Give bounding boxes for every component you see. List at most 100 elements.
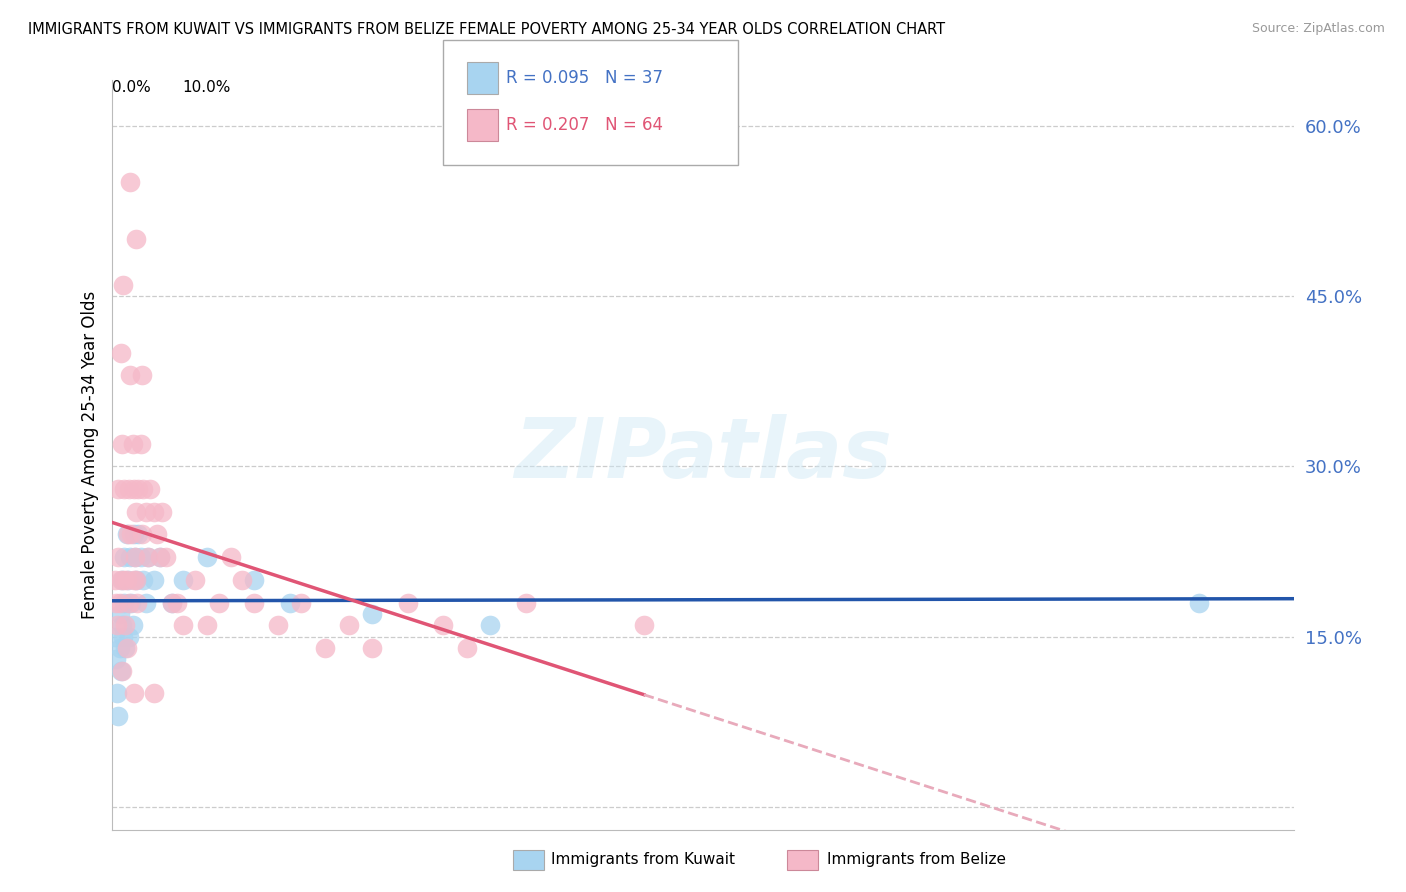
Point <box>396 595 419 609</box>
Point <box>142 686 165 700</box>
Text: Source: ZipAtlas.com: Source: ZipAtlas.com <box>1251 22 1385 36</box>
Point <box>127 595 149 609</box>
Point <box>150 505 173 519</box>
Point <box>127 482 149 496</box>
Text: Immigrants from Belize: Immigrants from Belize <box>827 853 1005 867</box>
Point <box>142 505 165 519</box>
Text: 0.0%: 0.0% <box>112 80 152 95</box>
Point <box>108 595 131 609</box>
Point <box>124 550 146 565</box>
Point <box>633 618 655 632</box>
Point <box>208 595 231 609</box>
Text: IMMIGRANTS FROM KUWAIT VS IMMIGRANTS FROM BELIZE FEMALE POVERTY AMONG 25-34 YEAR: IMMIGRANTS FROM KUWAIT VS IMMIGRANTS FRO… <box>28 22 945 37</box>
Point <box>139 482 162 496</box>
Point <box>105 618 128 632</box>
Point <box>136 550 159 565</box>
Point <box>105 652 128 666</box>
Point <box>112 550 135 565</box>
Point <box>117 527 139 541</box>
Point <box>267 618 290 632</box>
Point <box>195 618 218 632</box>
Point <box>114 640 136 655</box>
Point <box>361 640 384 655</box>
Y-axis label: Female Poverty Among 25-34 Year Olds: Female Poverty Among 25-34 Year Olds <box>80 291 98 619</box>
Point <box>117 573 139 587</box>
Point <box>361 607 384 621</box>
Point <box>120 527 142 541</box>
Point <box>172 573 194 587</box>
Point <box>1188 595 1211 609</box>
Point <box>111 664 134 678</box>
Point <box>120 368 142 383</box>
Point <box>104 630 127 644</box>
Point <box>115 527 138 541</box>
Point <box>160 595 183 609</box>
Point <box>131 527 153 541</box>
Point <box>111 573 134 587</box>
Point <box>118 595 141 609</box>
Point <box>125 573 148 587</box>
Point <box>105 595 128 609</box>
Point <box>111 436 134 450</box>
Point <box>120 595 142 609</box>
Point <box>142 573 165 587</box>
Point <box>515 595 537 609</box>
Point <box>118 630 141 644</box>
Text: Immigrants from Kuwait: Immigrants from Kuwait <box>551 853 735 867</box>
Text: R = 0.207   N = 64: R = 0.207 N = 64 <box>506 116 664 134</box>
Point <box>122 686 145 700</box>
Point <box>129 436 152 450</box>
Point <box>127 527 149 541</box>
Point <box>112 482 135 496</box>
Point <box>107 709 129 723</box>
Point <box>184 573 207 587</box>
Point <box>111 618 134 632</box>
Text: 10.0%: 10.0% <box>183 80 231 95</box>
Point <box>219 550 242 565</box>
Point <box>166 595 188 609</box>
Point <box>112 573 135 587</box>
Point <box>146 527 169 541</box>
Point <box>104 573 127 587</box>
Point <box>479 618 502 632</box>
Point <box>149 550 172 565</box>
Point <box>115 640 138 655</box>
Point <box>107 482 129 496</box>
Point <box>125 505 148 519</box>
Point <box>314 640 336 655</box>
Point <box>125 573 148 587</box>
Point <box>121 618 143 632</box>
Point <box>337 618 360 632</box>
Text: R = 0.095   N = 37: R = 0.095 N = 37 <box>506 69 664 87</box>
Point <box>107 550 129 565</box>
Point <box>110 345 132 359</box>
Point <box>155 550 177 565</box>
Point <box>118 482 141 496</box>
Point <box>121 436 143 450</box>
Point <box>110 664 132 678</box>
Point <box>136 550 159 565</box>
Point <box>129 550 152 565</box>
Text: ZIPatlas: ZIPatlas <box>515 415 891 495</box>
Point <box>122 482 145 496</box>
Point <box>112 595 135 609</box>
Point <box>243 595 266 609</box>
Point <box>149 550 172 565</box>
Point <box>115 573 138 587</box>
Point <box>132 482 155 496</box>
Point <box>456 640 478 655</box>
Point <box>243 573 266 587</box>
Point <box>122 527 145 541</box>
Point <box>172 618 194 632</box>
Point <box>120 550 142 565</box>
Point <box>195 550 218 565</box>
Point <box>290 595 312 609</box>
Point <box>124 550 146 565</box>
Point <box>108 607 131 621</box>
Point <box>131 368 153 383</box>
Point <box>132 573 155 587</box>
Point <box>135 595 157 609</box>
Point <box>110 573 132 587</box>
Point <box>160 595 183 609</box>
Point <box>231 573 253 587</box>
